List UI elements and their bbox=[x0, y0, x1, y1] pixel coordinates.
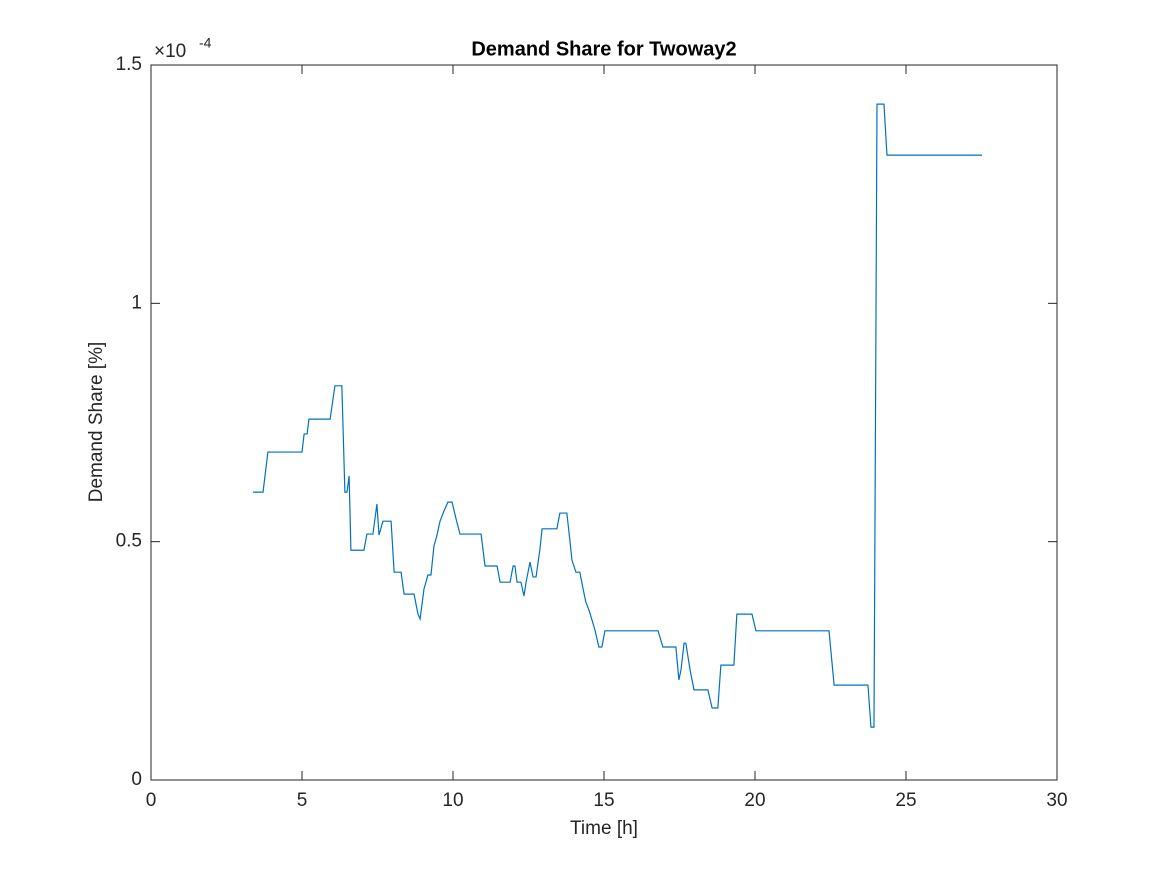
x-axis-label: Time [h] bbox=[570, 818, 638, 839]
y-tick-label: 1.5 bbox=[116, 54, 142, 75]
data-line bbox=[253, 103, 983, 728]
x-tick-label: 10 bbox=[442, 790, 463, 811]
y-axis-label: Demand Share [%] bbox=[86, 342, 107, 503]
x-tick-label: 30 bbox=[1046, 790, 1067, 811]
y-tick-label: 1 bbox=[131, 292, 142, 313]
y-exponent-power: -4 bbox=[199, 35, 212, 51]
x-tick-label: 15 bbox=[593, 790, 614, 811]
chart-title: Demand Share for Twoway2 bbox=[471, 38, 736, 60]
x-tick-label: 0 bbox=[146, 790, 157, 811]
x-tick-label: 25 bbox=[895, 790, 916, 811]
x-tick-label: 20 bbox=[744, 790, 765, 811]
x-tick-label: 5 bbox=[297, 790, 308, 811]
y-exponent-base: ×10 bbox=[154, 41, 186, 62]
y-tick-label: 0 bbox=[131, 769, 142, 790]
y-tick-label: 0.5 bbox=[116, 531, 142, 552]
